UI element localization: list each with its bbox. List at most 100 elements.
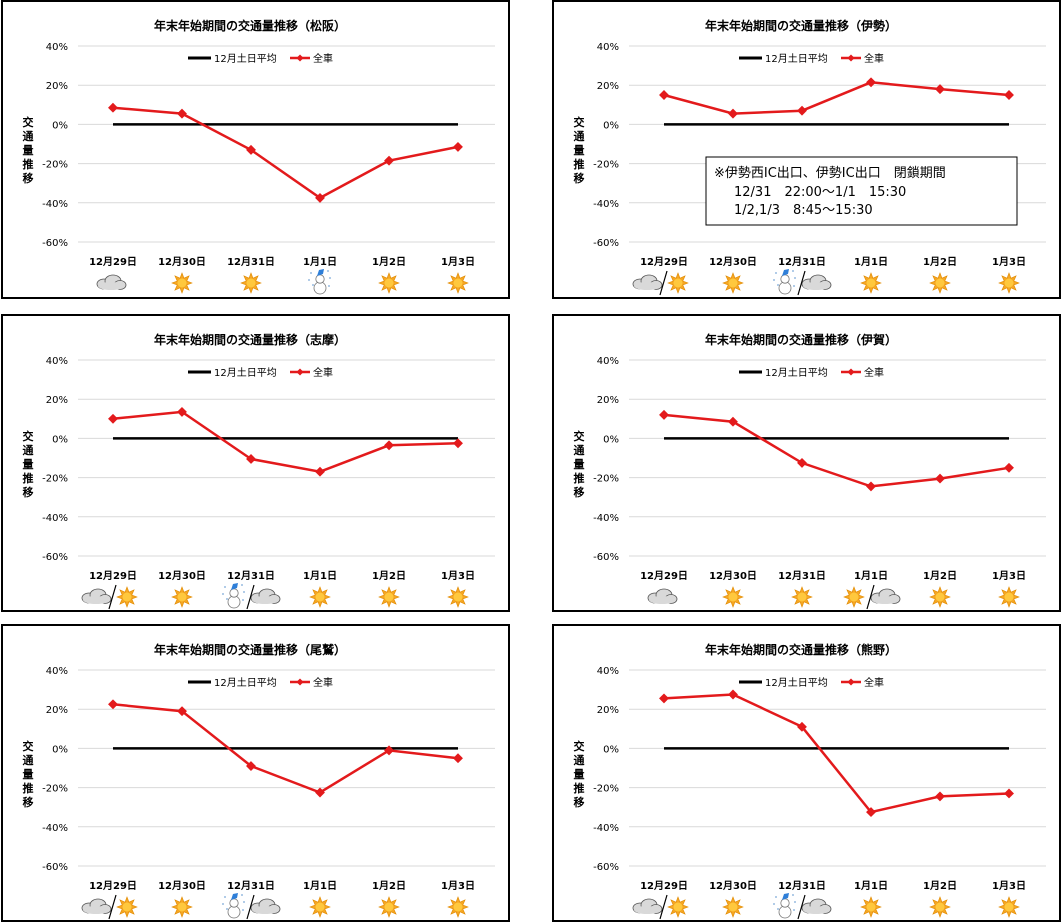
y-axis-label-char: 量 [574, 458, 585, 471]
weather-divider [659, 270, 668, 296]
weather-icon-group [632, 270, 689, 296]
data-point [315, 466, 325, 477]
sun-icon [667, 896, 689, 918]
sun-icon [998, 586, 1020, 608]
y-tick-label: 0% [603, 744, 619, 755]
y-axis-label-char: 通 [574, 130, 585, 143]
legend-all-marker [847, 54, 855, 62]
cloud-icon [250, 898, 281, 914]
x-tick-label: 12月31日 [227, 880, 275, 892]
weather-icon-group [722, 272, 744, 294]
y-tick-label: 20% [46, 81, 68, 92]
x-tick-label: 1月1日 [854, 570, 888, 582]
legend-all-label: 全車 [313, 676, 333, 689]
data-point [659, 693, 669, 704]
chart-panel-owase: 年末年始期間の交通量推移（尾鷲） 40% 20% 0% -20% -40% -60% 交通量推… [1, 624, 510, 922]
y-tick-label: -60% [593, 238, 619, 249]
y-tick-label: -60% [42, 862, 68, 873]
y-axis-label-char: 交 [574, 429, 585, 443]
line-chart: 年末年始期間の交通量推移（熊野） 40% 20% 0% -20% -40% -60% 交通量推… [574, 642, 1046, 920]
sun-icon [722, 586, 744, 608]
series-line-all [112, 106, 459, 200]
y-axis-label-char: 移 [574, 795, 585, 809]
sun-icon [309, 586, 331, 608]
chart-panel-shima: 年末年始期間の交通量推移（志摩） 40% 20% 0% -20% -40% -60% 交通量推… [1, 314, 510, 612]
data-point [177, 108, 187, 119]
x-tick-label: 1月3日 [992, 570, 1026, 582]
sun-icon [791, 586, 813, 608]
weather-icon-group [647, 588, 678, 604]
legend-avg-label: 12月土日平均 [214, 52, 277, 65]
chart-title: 年末年始期間の交通量推移（尾鷲） [154, 642, 346, 657]
data-point [108, 413, 118, 424]
data-point [659, 90, 669, 100]
y-tick-label: 40% [46, 666, 68, 677]
sun-icon [447, 272, 469, 294]
y-tick-label: -40% [42, 199, 68, 210]
y-axis-label-char: 推 [574, 781, 585, 795]
x-tick-label: 12月29日 [640, 570, 688, 582]
chart-panel-matsusaka: 年末年始期間の交通量推移（松阪） 40% 20% 0% -20% -40% -60% 交通量推… [1, 0, 510, 299]
data-point [453, 141, 463, 152]
weather-icon-group [171, 896, 193, 918]
line-chart: 年末年始期間の交通量推移（志摩） 40% 20% 0% -20% -40% -60% 交通量推… [23, 332, 495, 610]
x-tick-label: 1月1日 [303, 880, 337, 892]
data-point [797, 105, 807, 116]
legend-all-label: 全車 [864, 52, 884, 65]
y-axis-label: 交通量推移 [574, 429, 585, 499]
y-axis-label-char: 推 [574, 157, 585, 171]
line-chart: 年末年始期間の交通量推移（伊賀） 40% 20% 0% -20% -40% -60% 交通量推… [574, 332, 1046, 610]
sun-icon [309, 896, 331, 918]
x-tick-label: 1月1日 [303, 256, 337, 268]
y-tick-label: -60% [593, 552, 619, 563]
y-axis-label-char: 交 [23, 429, 34, 443]
note-box [705, 156, 1018, 226]
y-tick-label: 0% [603, 120, 619, 131]
x-tick-label: 1月2日 [923, 256, 957, 268]
y-tick-label: -40% [593, 823, 619, 834]
weather-divider [659, 894, 668, 920]
sun-icon [240, 272, 262, 294]
weather-icon-group [171, 586, 193, 608]
weather-icon-group [96, 274, 127, 290]
sun-icon [929, 586, 951, 608]
series-line-all [663, 81, 1010, 115]
weather-divider [246, 894, 255, 920]
data-point [866, 77, 876, 88]
legend: 12月土日平均 全車 [188, 52, 333, 65]
note-line: 1/2,1/3 8:45～15:30 [734, 203, 873, 218]
legend-avg-label: 12月土日平均 [214, 366, 277, 379]
y-tick-label: -20% [42, 474, 68, 485]
y-axis-label-char: 推 [23, 157, 34, 171]
weather-icon-group [447, 586, 469, 608]
data-point [246, 454, 256, 464]
y-axis-label: 交通量推移 [23, 429, 34, 499]
y-axis-label-char: 交 [574, 115, 585, 129]
snowman-icon [773, 893, 796, 919]
chart-title: 年末年始期間の交通量推移（伊勢） [705, 18, 897, 33]
legend-avg-label: 12月土日平均 [765, 676, 828, 689]
legend-all-label: 全車 [864, 676, 884, 689]
y-tick-label: -20% [593, 160, 619, 171]
sun-icon [860, 272, 882, 294]
x-tick-label: 1月3日 [441, 570, 475, 582]
x-tick-label: 1月3日 [441, 256, 475, 268]
cloud-icon [632, 274, 663, 290]
y-tick-label: -40% [42, 823, 68, 834]
y-axis-label-char: 通 [23, 130, 34, 143]
data-point [108, 699, 118, 710]
x-tick-label: 12月29日 [89, 256, 137, 268]
y-tick-label: -40% [593, 199, 619, 210]
cloud-icon [632, 898, 663, 914]
weather-icon-group [998, 896, 1020, 918]
x-tick-label: 12月30日 [709, 880, 757, 892]
series-line-all [663, 693, 1010, 814]
snowman-icon [222, 893, 245, 919]
x-tick-label: 12月31日 [227, 256, 275, 268]
weather-icon-group [309, 896, 331, 918]
y-tick-label: 20% [597, 395, 619, 406]
data-point [384, 155, 394, 166]
sun-icon [722, 272, 744, 294]
data-point [453, 438, 463, 449]
legend: 12月土日平均 全車 [188, 676, 333, 689]
